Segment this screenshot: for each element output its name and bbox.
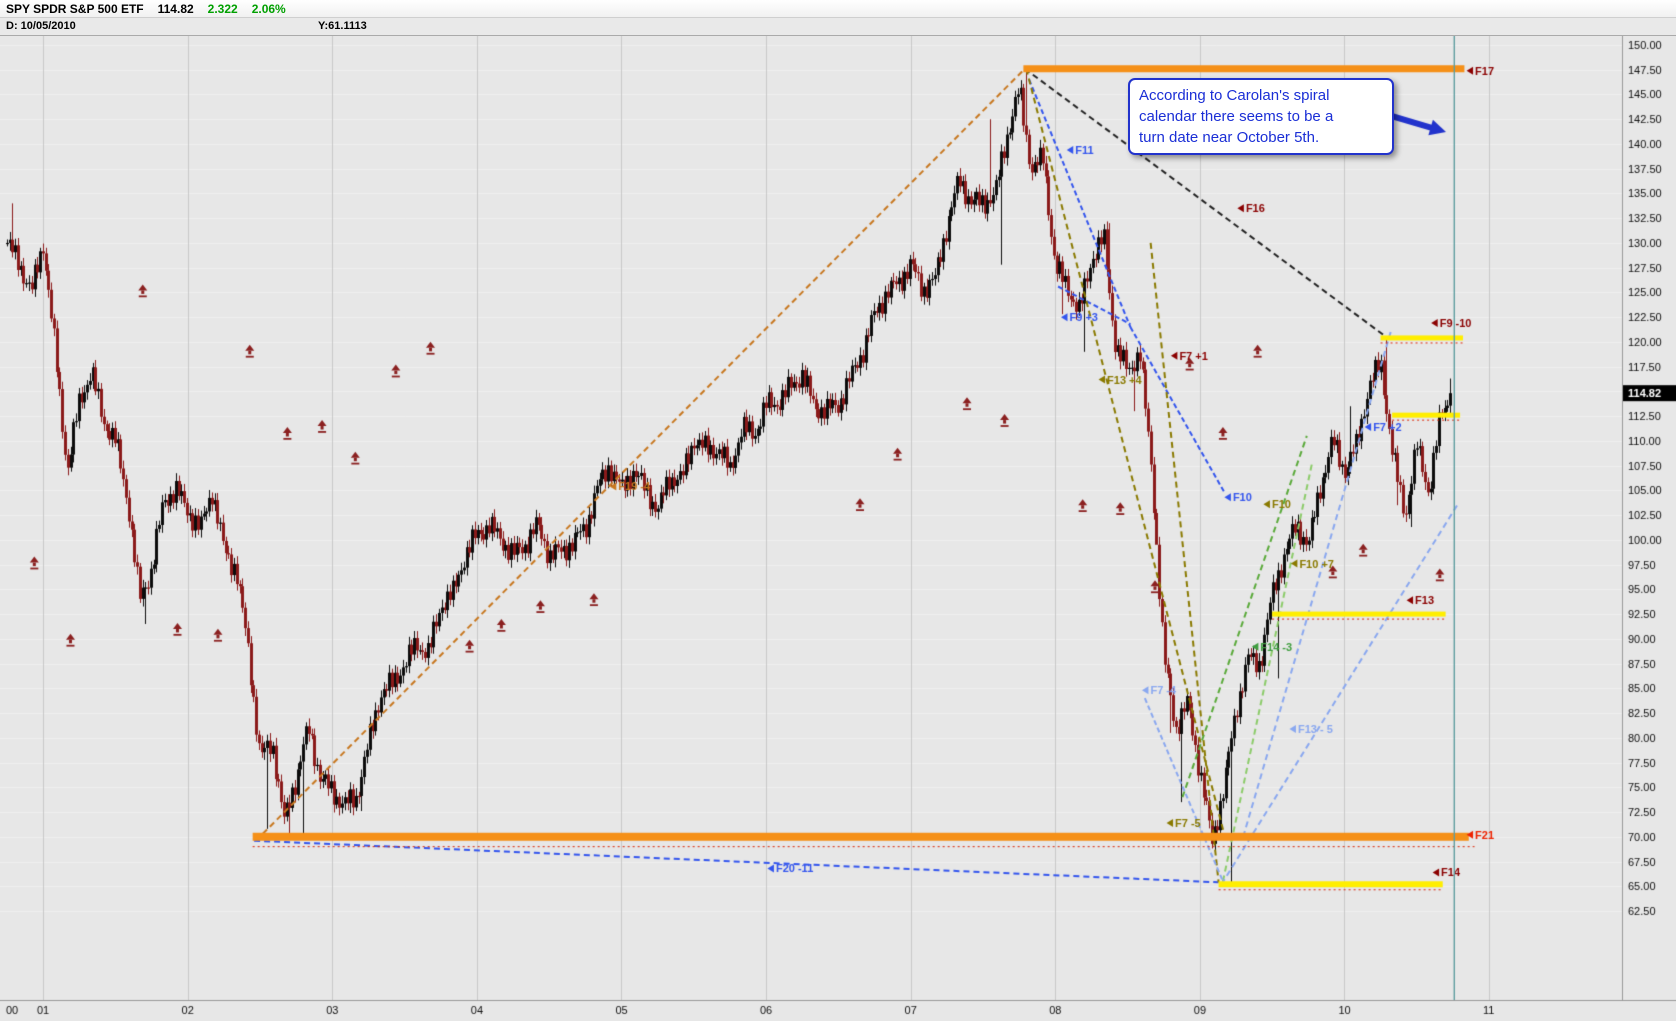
crosshair-y-readout: Y:61.1113: [318, 20, 367, 32]
callout-line: calendar there seems to be a: [1139, 108, 1334, 125]
crosshair-date-readout: D: 10/05/2010: [6, 20, 76, 32]
chart-area: According to Carolan's spiral calendar t…: [0, 36, 1676, 1021]
symbol-title: SPY SPDR S&P 500 ETF: [6, 1, 144, 16]
callout-line: According to Carolan's spiral: [1139, 87, 1330, 104]
change-value: 2.322: [207, 1, 238, 16]
change-percent: 2.06%: [251, 1, 286, 16]
callout-line: turn date near October 5th.: [1139, 129, 1320, 146]
annotation-callout[interactable]: According to Carolan's spiral calendar t…: [1128, 78, 1394, 155]
price-chart-canvas[interactable]: [0, 36, 1676, 1021]
quote-header: SPY SPDR S&P 500 ETF 114.82 2.322 2.06%: [0, 0, 1676, 18]
last-price: 114.82: [157, 1, 194, 16]
crosshair-readout-bar: D: 10/05/2010 Y:61.1113: [0, 18, 1676, 36]
